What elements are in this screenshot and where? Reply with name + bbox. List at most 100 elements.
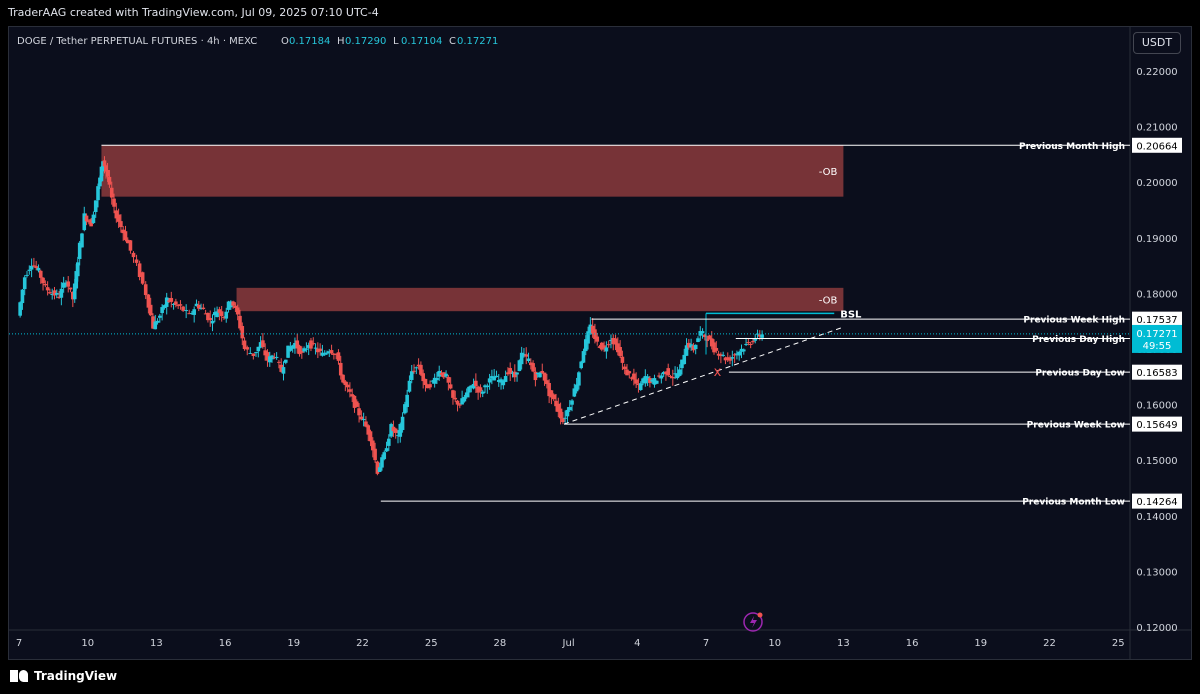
- candle-body: [760, 334, 764, 338]
- level-label-4: Previous Day Low: [1035, 369, 1125, 379]
- candle-body: [71, 291, 75, 300]
- candle-body: [206, 312, 210, 321]
- bsl-label: BSL: [840, 309, 862, 320]
- candle-body: [441, 372, 446, 378]
- candle-body: [469, 385, 474, 388]
- candle-body: [64, 282, 68, 285]
- candle-body: [105, 169, 110, 177]
- legend-h-value: 0.17290: [345, 36, 386, 47]
- candle-body: [368, 431, 373, 442]
- candle-body: [272, 357, 277, 359]
- candle-body: [295, 340, 300, 349]
- x-tick-label: 10: [81, 638, 94, 649]
- candle-body: [577, 372, 581, 386]
- price-chart[interactable]: -OB -OB x BSL Previous Month High 0.20664 Prev…: [9, 27, 1191, 659]
- candle-body: [174, 301, 178, 305]
- candle-body: [343, 381, 348, 386]
- candle-body: [741, 349, 746, 352]
- candle-body: [648, 378, 652, 383]
- candle-body: [613, 338, 618, 345]
- candle-body: [485, 385, 490, 388]
- candle-body: [510, 372, 515, 374]
- candle-body: [87, 221, 91, 223]
- level-value-4: 0.16583: [1136, 368, 1177, 379]
- legend-symbol: DOGE / Tether PERPETUAL FUTURES · 4h · M…: [17, 36, 257, 47]
- candle-body: [302, 348, 306, 352]
- candle-body: [36, 267, 41, 271]
- candle-body: [263, 350, 267, 356]
- candle-body: [84, 215, 89, 222]
- candle-body: [242, 340, 247, 350]
- candle-body: [597, 346, 602, 348]
- x-tick-label: 7: [16, 638, 22, 649]
- candle-body: [98, 177, 102, 187]
- x-tick-label: 4: [634, 638, 640, 649]
- candle-body: [487, 378, 492, 383]
- candle-body: [391, 426, 396, 432]
- candle-body: [348, 389, 352, 392]
- candle-body: [311, 343, 316, 345]
- candle-body: [96, 186, 100, 201]
- candle-body: [41, 277, 45, 284]
- x-tick-label: Jul: [562, 638, 575, 649]
- candle-body: [538, 372, 542, 378]
- candle-body: [240, 325, 245, 339]
- candle-body: [125, 239, 130, 244]
- candle-body: [435, 377, 439, 381]
- candle-body: [689, 344, 693, 348]
- candle-body: [600, 342, 604, 350]
- legend-o-key: O: [281, 36, 289, 47]
- candle-body: [643, 376, 648, 384]
- candle-body: [128, 240, 133, 251]
- candle-body: [446, 376, 451, 383]
- candle-body: [34, 266, 38, 269]
- candle-body: [382, 452, 387, 460]
- chart-frame[interactable]: -OB -OB x BSL Previous Month High 0.20664 Prev…: [8, 26, 1192, 660]
- candle-body: [659, 375, 664, 379]
- candle-body: [535, 372, 540, 375]
- candle-body: [444, 373, 448, 377]
- candle-body: [522, 353, 526, 356]
- candle-body: [545, 380, 549, 385]
- candle-body: [212, 312, 217, 316]
- candle-body: [217, 309, 222, 313]
- candle-body: [753, 338, 758, 341]
- candle-body: [371, 440, 375, 451]
- candle-body: [352, 395, 357, 408]
- candle-body: [409, 371, 414, 380]
- level-tag-2: [1132, 311, 1182, 327]
- candle-body: [664, 371, 668, 375]
- candle-body: [412, 370, 416, 372]
- legend-c-key: C: [449, 36, 456, 47]
- candle-body: [380, 457, 384, 468]
- candle-body: [215, 311, 219, 317]
- candle-body: [735, 353, 739, 355]
- candle-body: [425, 384, 430, 389]
- candle-body: [112, 198, 116, 207]
- candle-body: [595, 336, 600, 342]
- candle-body: [503, 376, 508, 382]
- level-value-1: 0.20664: [1136, 141, 1177, 152]
- candle-body: [27, 269, 32, 271]
- candle-body: [531, 363, 535, 372]
- candle-body: [581, 351, 586, 363]
- candle-body: [625, 369, 629, 376]
- candle-body: [290, 345, 295, 349]
- candle-body: [143, 284, 148, 296]
- candle-body: [501, 380, 506, 386]
- candle-body: [515, 372, 519, 375]
- candles: [18, 156, 764, 476]
- level-value-2: 0.17537: [1136, 315, 1177, 326]
- candle-body: [270, 355, 274, 360]
- currency-button[interactable]: USDT: [1133, 32, 1181, 54]
- candle-body: [45, 287, 50, 291]
- candle-body: [604, 347, 609, 352]
- candle-body: [638, 383, 643, 390]
- candle-body: [190, 312, 194, 314]
- candle-body: [519, 352, 524, 365]
- candle-body: [691, 345, 696, 351]
- x-marker: x: [714, 365, 722, 380]
- candle-body: [645, 376, 650, 380]
- candle-body: [414, 367, 419, 369]
- tradingview-logo-icon: [10, 670, 28, 682]
